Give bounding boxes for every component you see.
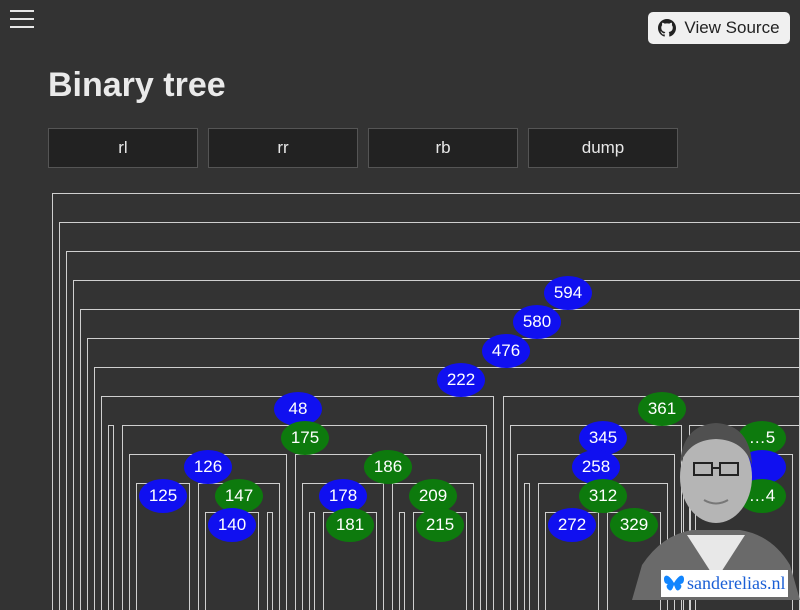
subtree-box (399, 512, 405, 610)
subtree-box (66, 251, 800, 610)
butterfly-icon (664, 575, 684, 590)
page-title: Binary tree (48, 66, 226, 104)
tree-node[interactable]: 258 (572, 450, 620, 484)
tree-node[interactable]: 594 (544, 276, 592, 310)
subtree-box (108, 425, 114, 610)
subtree-box (52, 193, 800, 610)
subtree-box (309, 512, 315, 610)
tree-node[interactable]: 147 (215, 479, 263, 513)
tree-node[interactable]: 580 (513, 305, 561, 339)
tree-node[interactable]: 178 (319, 479, 367, 513)
view-source-button[interactable]: View Source (648, 12, 790, 44)
subtree-box (267, 512, 273, 610)
github-icon (658, 19, 677, 37)
rb-button[interactable]: rb (368, 128, 518, 168)
tree-node[interactable]: 48 (274, 392, 322, 426)
sanderelias-link[interactable]: sanderelias.nl (661, 570, 788, 597)
tree-node[interactable]: 361 (638, 392, 686, 426)
tree-node[interactable]: 329 (610, 508, 658, 542)
tree-node[interactable]: 312 (579, 479, 627, 513)
tree-node[interactable]: 175 (281, 421, 329, 455)
tree-node[interactable]: 215 (416, 508, 464, 542)
badge-label: sanderelias.nl (687, 573, 786, 593)
tree-node[interactable]: 140 (208, 508, 256, 542)
view-source-label: View Source (684, 18, 780, 37)
tree-node[interactable]: 181 (326, 508, 374, 542)
hamburger-menu-icon[interactable] (10, 10, 34, 28)
subtree-box (87, 338, 800, 610)
subtree-box (524, 483, 530, 610)
subtree-box (73, 280, 800, 610)
tree-node[interactable]: 222 (437, 363, 485, 397)
dump-button[interactable]: dump (528, 128, 678, 168)
rl-button[interactable]: rl (48, 128, 198, 168)
rr-button[interactable]: rr (208, 128, 358, 168)
tree-node[interactable]: 476 (482, 334, 530, 368)
tree-node[interactable]: 209 (409, 479, 457, 513)
tree-node[interactable]: 272 (548, 508, 596, 542)
tree-node[interactable]: 126 (184, 450, 232, 484)
tree-node[interactable]: 186 (364, 450, 412, 484)
tree-node[interactable]: …4 (738, 479, 786, 513)
tree-node[interactable]: 345 (579, 421, 627, 455)
subtree-box (59, 222, 800, 610)
tree-node[interactable]: 125 (139, 479, 187, 513)
